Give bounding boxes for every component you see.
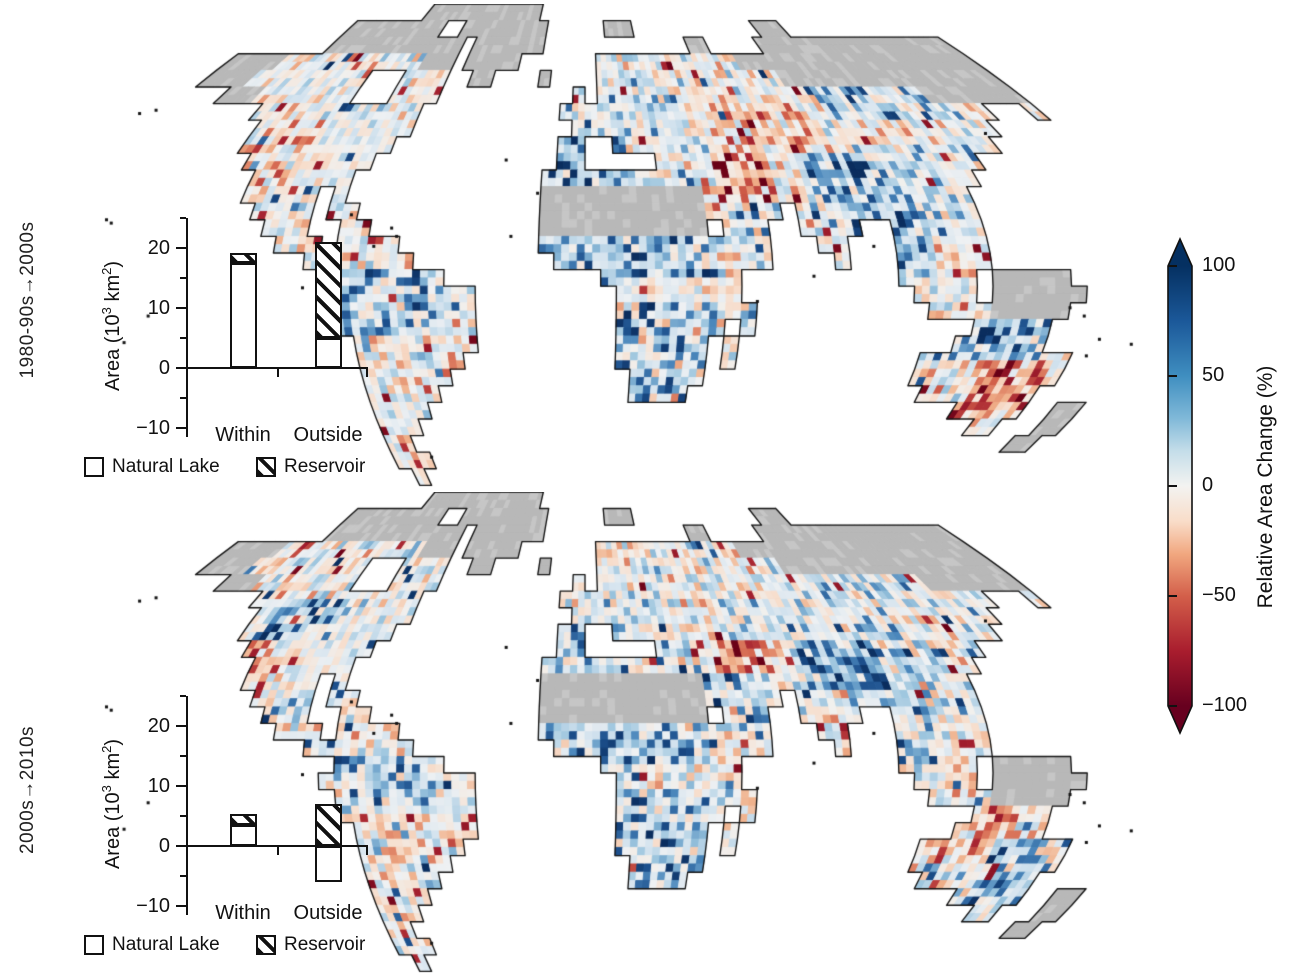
- y-tick-label: −10: [136, 895, 170, 917]
- y-tick-minor: [180, 695, 186, 697]
- y-tick-major: [176, 785, 186, 787]
- reservoir-swatch-icon: [256, 935, 276, 955]
- y-tick-minor: [180, 875, 186, 877]
- y-tick-major: [176, 427, 186, 429]
- y-tick-major: [176, 247, 186, 249]
- y-tick-label: 20: [147, 237, 170, 259]
- colorbar-title: Relative Area Change (%): [1254, 365, 1277, 609]
- period-label-bottom: 2000s→2010s: [17, 725, 38, 855]
- bar-segment-reservoir: [314, 242, 342, 338]
- x-axis-baseline: [188, 845, 368, 847]
- legend-label: Natural Lake: [112, 456, 220, 477]
- inset-plot-area: −10 0 10 20 Within Outside: [78, 198, 413, 498]
- x-axis-baseline: [188, 367, 368, 369]
- y-tick-label: 20: [147, 715, 170, 737]
- bar-segment-reservoir: [229, 252, 257, 263]
- y-tick-minor: [180, 815, 186, 817]
- period-label-top: 1980-90s→2000s: [17, 221, 38, 379]
- category-label: Within: [215, 424, 271, 446]
- y-tick-minor: [180, 277, 186, 279]
- bar-segment-natural-lake: [229, 263, 257, 368]
- y-tick-label: 0: [158, 357, 170, 379]
- inset-bar-chart-top: Area (103 km2) −10 0 10 20 Within Outside Nat…: [78, 198, 413, 498]
- colorbar-tick-label: 50: [1202, 364, 1225, 386]
- natural-lake-swatch-icon: [84, 457, 104, 477]
- colorbar-tick-label: 0: [1202, 474, 1214, 496]
- inset-bar-chart-bottom: Area (103 km2) −10 0 10 20 Within Outside Nat…: [78, 676, 413, 976]
- legend-item-natural-lake: Natural Lake: [84, 456, 220, 478]
- bar-segment-reservoir: [314, 804, 342, 846]
- inset-legend: Natural Lake Reservoir: [78, 934, 413, 960]
- legend-item-natural-lake: Natural Lake: [84, 934, 220, 956]
- y-tick-major: [176, 845, 186, 847]
- bar-segment-natural-lake: [314, 846, 342, 882]
- inset-legend: Natural Lake Reservoir: [78, 456, 413, 482]
- category-label: Outside: [293, 424, 363, 446]
- y-tick-major: [176, 725, 186, 727]
- category-label: Outside: [293, 902, 363, 924]
- y-axis: [186, 696, 188, 915]
- colorbar: 100 50 0 −50 −100: [1156, 233, 1314, 747]
- bar-segment-natural-lake: [314, 338, 342, 368]
- y-tick-major: [176, 307, 186, 309]
- y-axis: [186, 218, 188, 437]
- colorbar-tick-label: −100: [1202, 694, 1248, 716]
- colorbar-tick-label: −50: [1202, 584, 1236, 606]
- y-tick-label: 0: [158, 835, 170, 857]
- legend-label: Reservoir: [284, 934, 366, 955]
- y-tick-minor: [180, 217, 186, 219]
- x-tick: [366, 847, 368, 855]
- y-tick-minor: [180, 337, 186, 339]
- bar-segment-natural-lake: [229, 825, 257, 846]
- y-tick-label: 10: [147, 297, 170, 319]
- y-tick-major: [176, 905, 186, 907]
- y-tick-label: 10: [147, 775, 170, 797]
- category-label: Within: [215, 902, 271, 924]
- bar-segment-reservoir: [229, 814, 257, 825]
- inset-plot-area: −10 0 10 20 Within Outside: [78, 676, 413, 976]
- legend-label: Natural Lake: [112, 934, 220, 955]
- y-tick-major: [176, 367, 186, 369]
- y-tick-minor: [180, 755, 186, 757]
- natural-lake-swatch-icon: [84, 935, 104, 955]
- x-tick: [277, 847, 279, 855]
- legend-item-reservoir: Reservoir: [256, 456, 365, 478]
- y-tick-label: −10: [136, 417, 170, 439]
- colorbar-tick-label: 100: [1202, 254, 1236, 276]
- x-tick: [277, 369, 279, 377]
- legend-label: Reservoir: [284, 456, 366, 477]
- world-map-top-canvas: [18, 4, 1152, 492]
- y-tick-minor: [180, 397, 186, 399]
- world-map-bottom-canvas: [18, 492, 1152, 978]
- colorbar-gradient: [1167, 237, 1193, 735]
- reservoir-swatch-icon: [256, 457, 276, 477]
- x-tick: [366, 369, 368, 377]
- legend-item-reservoir: Reservoir: [256, 934, 365, 956]
